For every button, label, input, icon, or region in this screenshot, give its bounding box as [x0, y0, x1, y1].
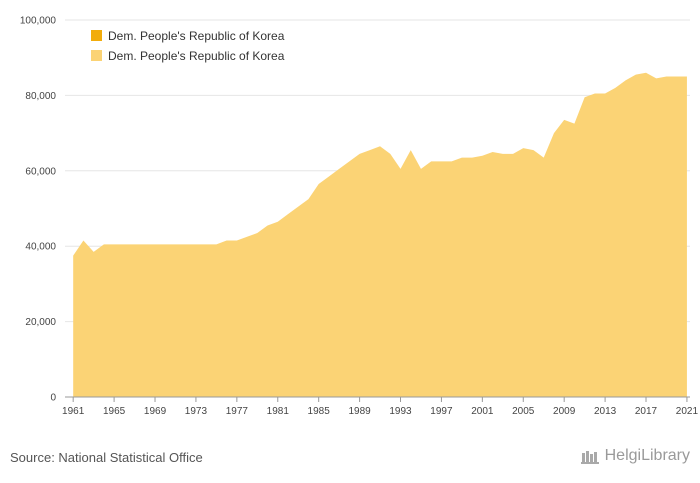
y-axis: 0 20,000 40,000 60,000 80,000 100,000	[20, 16, 57, 404]
x-tick-label: 1961	[62, 406, 85, 417]
helgilibrary-logo: HelgiLibrary	[580, 447, 690, 465]
legend-label-2: Dem. People's Republic of Korea	[108, 49, 285, 63]
y-tick-label: 80,000	[25, 91, 56, 102]
x-tick-label: 2005	[512, 406, 535, 417]
x-tick-label: 2021	[676, 406, 699, 417]
x-axis: 1961 1965 1969 1973 1977 1981 1985 1989 1993 1997…	[62, 397, 698, 417]
x-tick-label: 2009	[553, 406, 576, 417]
x-tick-label: 1965	[103, 406, 126, 417]
x-tick-label: 1989	[348, 406, 371, 417]
x-tick-label: 1969	[144, 406, 167, 417]
y-tick-label: 100,000	[20, 16, 57, 27]
x-tick-label: 1981	[267, 406, 290, 417]
y-tick-label: 0	[50, 393, 56, 404]
legend-label-1: Dem. People's Republic of Korea	[108, 29, 285, 43]
source-note: Source: National Statistical Office	[10, 450, 203, 465]
logo-text: HelgiLibrary	[604, 447, 690, 464]
x-tick-label: 2017	[635, 406, 658, 417]
y-tick-label: 20,000	[25, 317, 56, 328]
x-tick-label: 2013	[594, 406, 617, 417]
y-tick-label: 60,000	[25, 166, 56, 177]
x-tick-label: 1973	[185, 406, 208, 417]
x-tick-label: 1993	[389, 406, 412, 417]
x-tick-label: 1985	[308, 406, 331, 417]
y-tick-label: 40,000	[25, 242, 56, 253]
x-tick-label: 1997	[430, 406, 453, 417]
legend-swatch-2	[91, 50, 102, 61]
area-series	[73, 72, 687, 397]
x-tick-label: 1977	[226, 406, 249, 417]
x-tick-label: 2001	[471, 406, 494, 417]
library-icon	[580, 451, 599, 464]
legend: Dem. People's Republic of Korea Dem. Peo…	[91, 29, 285, 63]
legend-swatch-1	[91, 30, 102, 41]
